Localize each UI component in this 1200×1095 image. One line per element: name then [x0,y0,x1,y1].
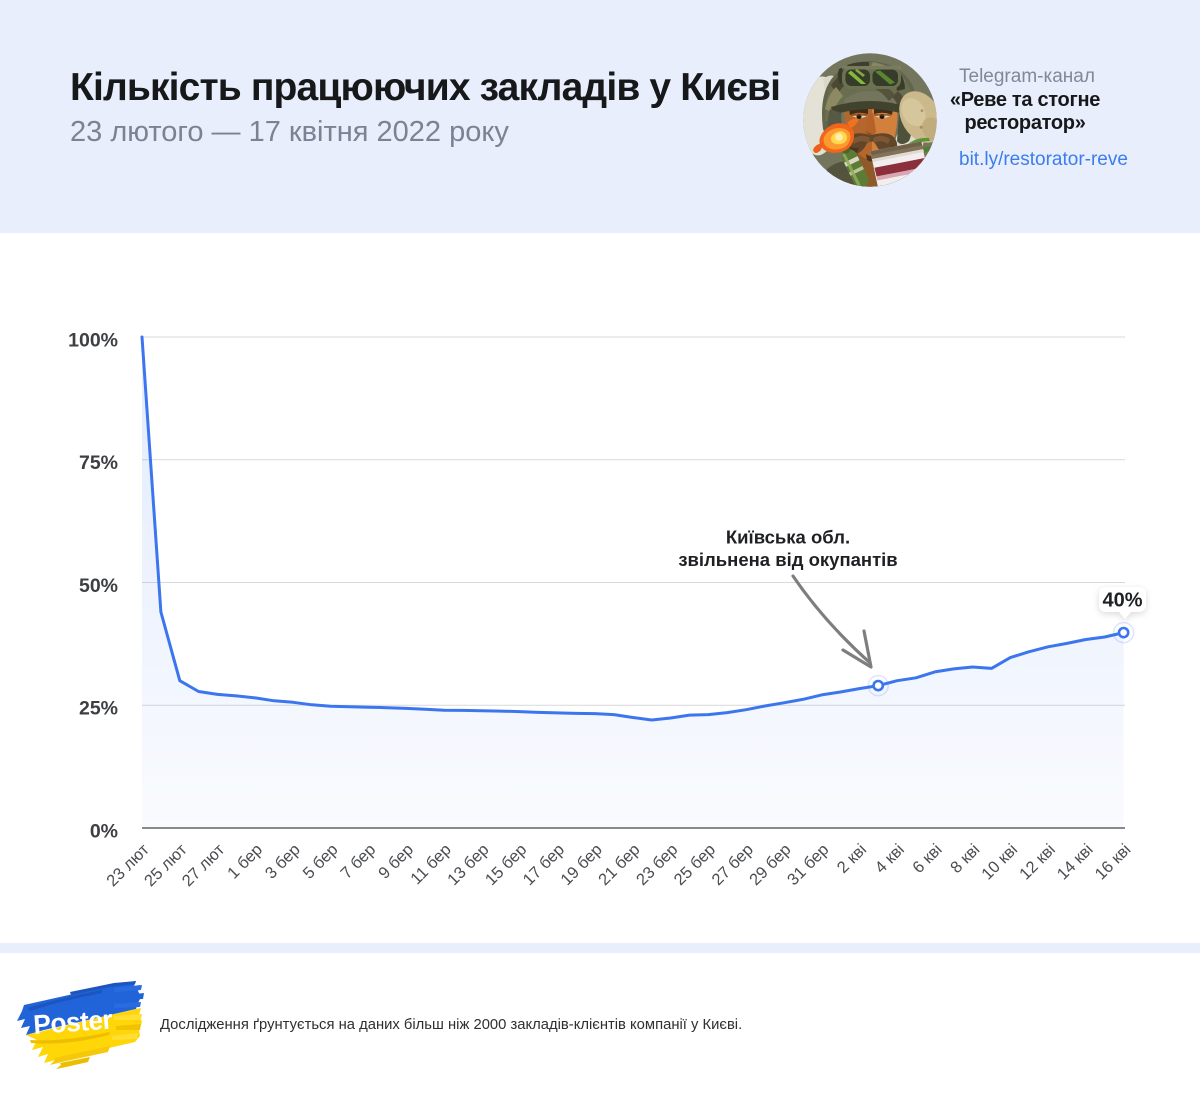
svg-text:17 бер: 17 бер [520,841,568,889]
svg-text:50%: 50% [79,575,118,597]
svg-text:6 кві: 6 кві [909,841,945,877]
svg-text:0%: 0% [90,821,118,843]
svg-text:14 кві: 14 кві [1054,841,1097,884]
svg-text:27 лют: 27 лют [179,840,229,890]
svg-text:3 бер: 3 бер [262,841,304,883]
svg-text:2 кві: 2 кві [834,841,870,877]
svg-text:звільнена від окупантів: звільнена від окупантів [678,549,897,570]
svg-text:12 кві: 12 кві [1016,841,1059,884]
svg-text:21 бер: 21 бер [595,841,643,889]
svg-text:7 бер: 7 бер [337,841,379,883]
svg-text:19 бер: 19 бер [557,841,605,889]
svg-text:27 бер: 27 бер [708,841,756,889]
svg-text:40%: 40% [1102,590,1142,612]
svg-text:10 кві: 10 кві [978,841,1021,884]
svg-text:29 бер: 29 бер [746,841,794,889]
svg-text:4 кві: 4 кві [872,841,908,877]
svg-text:1 бер: 1 бер [224,841,266,883]
svg-text:16 кві: 16 кві [1092,841,1135,884]
svg-text:5 бер: 5 бер [300,841,342,883]
svg-text:13 бер: 13 бер [444,841,492,889]
svg-text:31 бер: 31 бер [784,841,832,889]
svg-text:25 бер: 25 бер [671,841,719,889]
svg-text:100%: 100% [68,330,118,352]
svg-text:23 бер: 23 бер [633,841,681,889]
svg-text:Київська обл.: Київська обл. [726,527,850,548]
svg-text:75%: 75% [79,452,118,474]
svg-text:15 бер: 15 бер [482,841,530,889]
svg-text:Poster: Poster [32,1004,114,1040]
svg-text:25%: 25% [79,698,118,720]
